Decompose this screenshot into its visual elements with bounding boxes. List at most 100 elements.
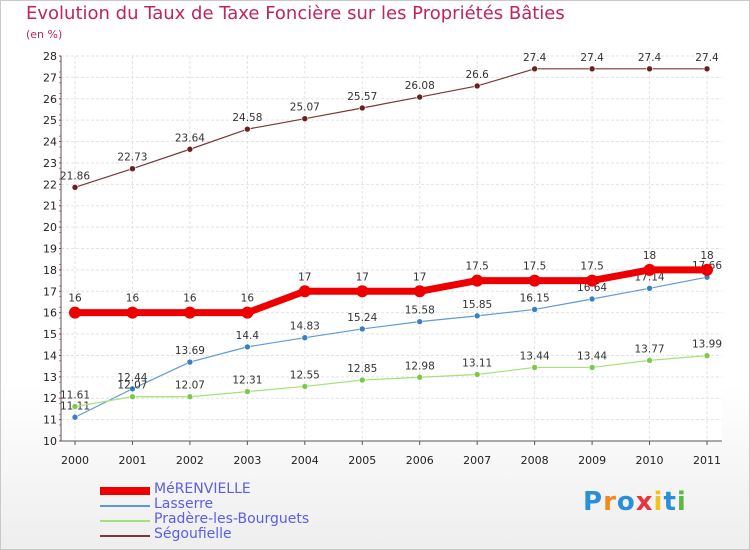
data-point xyxy=(643,263,656,276)
data-point xyxy=(473,371,481,378)
data-label: 13.99 xyxy=(692,339,722,351)
data-point xyxy=(129,385,136,393)
data-point xyxy=(701,263,713,276)
y-tick-label: 14 xyxy=(43,349,57,362)
data-label: 12.98 xyxy=(405,360,435,372)
data-label: 16.15 xyxy=(520,292,550,304)
x-tick-label: 2006 xyxy=(406,454,434,467)
data-point xyxy=(241,306,254,319)
data-point xyxy=(186,393,194,401)
y-tick-label: 21 xyxy=(43,200,57,213)
data-point xyxy=(528,274,541,287)
y-tick-label: 10 xyxy=(43,435,57,448)
legend-item: Lasserre xyxy=(100,496,400,513)
y-tick-label: 19 xyxy=(43,243,57,256)
data-label: 13.44 xyxy=(577,350,607,362)
data-label: 26.6 xyxy=(465,69,489,81)
data-point xyxy=(244,125,251,133)
series-line xyxy=(74,276,708,418)
data-point xyxy=(186,358,194,366)
proxiti-logo: Proxiti xyxy=(583,487,687,517)
series-line xyxy=(74,68,707,188)
data-label: 12.07 xyxy=(175,380,205,392)
legend-swatch xyxy=(100,520,150,522)
logo-letter: i xyxy=(653,487,664,517)
logo-letter: x xyxy=(635,487,654,517)
logo-letter: o xyxy=(616,487,636,517)
logo-letter: r xyxy=(603,487,617,517)
y-tick-label: 28 xyxy=(43,50,57,63)
data-label: 17 xyxy=(356,271,369,283)
data-label: 14.83 xyxy=(290,321,320,333)
data-label: 27.4 xyxy=(523,52,547,64)
data-label: 25.57 xyxy=(347,91,377,103)
data-point xyxy=(71,184,79,191)
data-point xyxy=(473,312,481,320)
y-tick-label: 24 xyxy=(43,136,57,149)
data-label: 27.4 xyxy=(580,52,604,64)
y-tick-label: 18 xyxy=(43,264,57,277)
legend-swatch xyxy=(100,505,150,507)
data-point xyxy=(531,306,538,313)
data-point xyxy=(416,318,424,325)
data-label: 27.4 xyxy=(695,52,719,64)
logo-letter: P xyxy=(583,487,604,517)
data-label: 26.08 xyxy=(405,80,435,92)
data-label: 11.61 xyxy=(60,390,90,402)
legend-item: MéRENVIELLE xyxy=(100,481,400,498)
legend-label: Ségoufielle xyxy=(154,526,232,542)
data-label: 16 xyxy=(241,293,255,305)
data-label: 12.07 xyxy=(117,380,147,392)
data-point xyxy=(298,285,311,298)
data-label: 15.24 xyxy=(347,312,377,324)
y-tick-label: 25 xyxy=(43,114,57,127)
y-tick-label: 27 xyxy=(43,71,57,84)
data-label: 13.44 xyxy=(520,350,550,362)
data-point xyxy=(358,325,366,333)
data-label: 16 xyxy=(68,293,82,305)
data-point xyxy=(71,403,79,410)
data-label: 14.4 xyxy=(236,330,260,342)
data-point xyxy=(244,343,251,351)
legend-swatch xyxy=(100,487,150,495)
y-tick-label: 15 xyxy=(43,328,57,341)
series-line xyxy=(74,355,708,408)
legend-swatch xyxy=(100,535,150,537)
data-point xyxy=(186,145,194,153)
series-line xyxy=(75,266,707,317)
data-point xyxy=(646,65,653,73)
y-tick-label: 17 xyxy=(43,285,57,298)
data-point xyxy=(69,306,81,319)
legend-label: Lasserre xyxy=(154,496,214,512)
data-point xyxy=(129,393,136,401)
data-point xyxy=(703,65,711,73)
legend-item: Pradère-les-Bourguets xyxy=(100,511,400,528)
data-label: 18 xyxy=(643,250,656,262)
data-label: 13.11 xyxy=(462,357,492,369)
chart-title: Evolution du Taux de Taxe Foncière sur l… xyxy=(26,3,565,24)
data-point xyxy=(531,65,538,73)
legend-label: Pradère-les-Bourguets xyxy=(154,511,310,527)
data-point xyxy=(416,373,424,381)
data-label: 16 xyxy=(183,293,197,305)
x-tick-label: 2000 xyxy=(61,454,89,467)
data-point xyxy=(129,165,136,173)
data-point xyxy=(646,284,653,292)
y-tick-label: 20 xyxy=(43,221,57,234)
data-point xyxy=(703,352,711,359)
legend-item: Ségoufielle xyxy=(100,526,400,543)
data-point xyxy=(358,104,366,112)
data-point xyxy=(183,306,196,319)
y-tick-label: 13 xyxy=(43,371,57,384)
data-label: 18 xyxy=(700,250,713,262)
x-tick-label: 2009 xyxy=(578,454,606,467)
data-point xyxy=(531,364,538,371)
data-label: 16 xyxy=(126,293,140,305)
x-tick-label: 2001 xyxy=(118,454,146,467)
data-label: 24.58 xyxy=(232,112,262,124)
data-point xyxy=(588,65,596,73)
x-tick-label: 2004 xyxy=(291,454,319,467)
data-point xyxy=(588,364,596,371)
data-label: 15.58 xyxy=(405,305,435,317)
